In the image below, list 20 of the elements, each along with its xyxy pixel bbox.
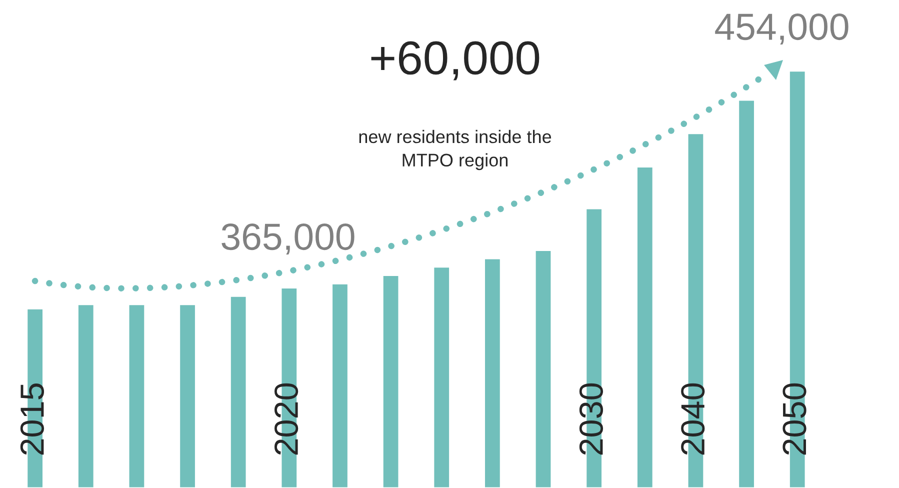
chart-title: +60,000 — [371, 41, 540, 80]
x-tick-label: 2020 — [274, 383, 298, 455]
annotation: 365,000 — [222, 224, 354, 254]
text: new residents inside the MTPO region — [359, 130, 552, 170]
x-tick-label: 2040 — [681, 383, 705, 455]
x-tick-label: 2030 — [579, 383, 604, 455]
bar — [230, 295, 248, 488]
x-tick-label: 2050 — [782, 383, 806, 455]
bar — [738, 99, 756, 488]
bar — [128, 304, 146, 488]
bar — [636, 166, 654, 488]
bar — [77, 304, 95, 488]
bar — [534, 250, 552, 488]
x-tick-label: 2015 — [20, 384, 44, 455]
text: 454,000 — [715, 14, 848, 44]
bar — [484, 258, 502, 488]
bar — [331, 282, 349, 488]
bar — [382, 274, 400, 488]
bar — [432, 266, 450, 488]
bar — [178, 304, 196, 488]
